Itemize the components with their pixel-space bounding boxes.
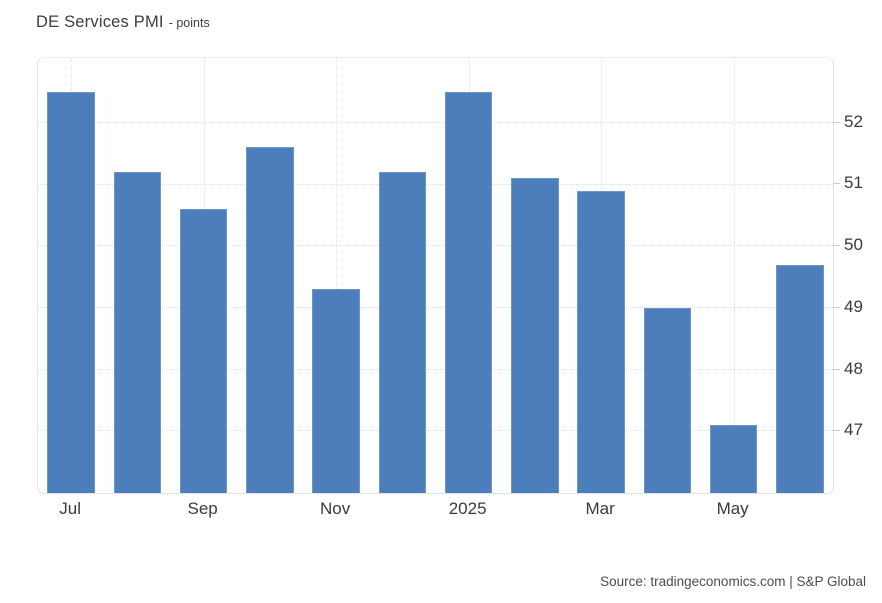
bars-layer <box>38 58 833 493</box>
source-attribution: Source: tradingeconomics.com | S&P Globa… <box>600 574 866 589</box>
chart-title: DE Services PMI <box>36 13 164 31</box>
bar-4[interactable] <box>312 289 360 493</box>
bar-5[interactable] <box>378 172 427 493</box>
y-tick-mark <box>833 368 840 370</box>
bar-slot <box>104 58 170 493</box>
h-gridline <box>38 368 833 370</box>
chart-subtitle: - points <box>168 16 210 30</box>
bar-11[interactable] <box>776 264 824 493</box>
v-gridline <box>733 58 735 493</box>
y-tick-label: 50 <box>844 235 863 255</box>
y-tick-label: 47 <box>844 420 863 440</box>
bar-7[interactable] <box>511 178 559 493</box>
y-tick-label: 52 <box>844 111 863 131</box>
x-tick-label: May <box>716 499 749 518</box>
y-tick-mark <box>833 430 840 432</box>
bar-slot <box>436 58 502 493</box>
bar-0[interactable] <box>47 91 95 493</box>
x-tick-label: Sep <box>187 499 218 518</box>
x-tick-label: Nov <box>320 499 351 518</box>
bar-slot <box>369 58 435 493</box>
bar-2[interactable] <box>179 209 228 493</box>
bar-slot <box>568 58 634 493</box>
x-axis: Jul Sep Nov 2025 Mar May <box>37 499 832 523</box>
bar-slot <box>502 58 568 493</box>
bar-slot <box>634 58 700 493</box>
y-tick-label: 51 <box>844 173 863 193</box>
bar-slot <box>701 58 767 493</box>
bar-slot <box>38 58 104 493</box>
bar-1[interactable] <box>113 172 162 493</box>
y-tick-mark <box>833 183 840 185</box>
h-gridline <box>38 306 833 308</box>
y-axis: 47 48 49 50 51 52 <box>833 57 881 492</box>
x-tick-label: Jul <box>59 499 81 518</box>
bar-3[interactable] <box>246 147 294 493</box>
v-gridline <box>336 58 338 493</box>
y-tick-label: 49 <box>844 296 863 316</box>
plot-area <box>37 57 834 494</box>
bar-slot <box>171 58 237 493</box>
bar-slot <box>767 58 833 493</box>
bar-9[interactable] <box>643 307 692 493</box>
bar-8[interactable] <box>577 190 625 493</box>
bar-10[interactable] <box>709 425 758 493</box>
x-tick-label: Mar <box>585 499 615 518</box>
h-gridline <box>38 430 833 432</box>
chart-header: DE Services PMI - points <box>36 13 210 32</box>
bar-6[interactable] <box>444 91 493 493</box>
h-gridline <box>38 183 833 185</box>
bar-slot <box>303 58 369 493</box>
y-tick-mark <box>833 245 840 247</box>
y-tick-mark <box>833 121 840 123</box>
bar-slot <box>237 58 303 493</box>
h-gridline <box>38 245 833 247</box>
h-gridline <box>38 121 833 123</box>
x-tick-label: 2025 <box>448 499 487 518</box>
y-tick-mark <box>833 306 840 308</box>
y-tick-label: 48 <box>844 358 863 378</box>
